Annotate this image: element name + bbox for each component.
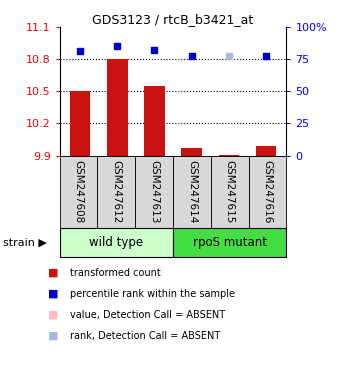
Text: transformed count: transformed count <box>70 268 161 278</box>
Bar <box>144 86 165 156</box>
Text: GSM247608: GSM247608 <box>74 161 84 223</box>
Bar <box>256 146 276 156</box>
Bar <box>60 156 98 228</box>
Text: rank, Detection Call = ABSENT: rank, Detection Call = ABSENT <box>70 331 220 341</box>
Point <box>115 43 120 49</box>
Bar <box>249 156 286 228</box>
Point <box>152 47 157 53</box>
Text: GSM247614: GSM247614 <box>187 160 197 224</box>
Bar <box>219 155 239 156</box>
Text: ■: ■ <box>48 289 58 299</box>
Bar <box>70 91 90 156</box>
Bar <box>173 228 286 257</box>
Bar <box>60 228 173 257</box>
Text: ■: ■ <box>48 310 58 320</box>
Point <box>226 53 232 60</box>
Bar <box>211 156 249 228</box>
Text: GSM247612: GSM247612 <box>112 160 121 224</box>
Title: GDS3123 / rtcB_b3421_at: GDS3123 / rtcB_b3421_at <box>92 13 254 26</box>
Bar <box>173 156 211 228</box>
Bar <box>98 156 135 228</box>
Point <box>263 53 269 59</box>
Bar <box>135 156 173 228</box>
Text: rpoS mutant: rpoS mutant <box>193 237 267 249</box>
Text: ■: ■ <box>48 331 58 341</box>
Text: GSM247615: GSM247615 <box>225 160 235 224</box>
Bar <box>107 59 128 156</box>
Text: ■: ■ <box>48 268 58 278</box>
Text: wild type: wild type <box>89 237 144 249</box>
Text: value, Detection Call = ABSENT: value, Detection Call = ABSENT <box>70 310 225 320</box>
Bar <box>181 148 202 156</box>
Point <box>189 53 194 59</box>
Text: percentile rank within the sample: percentile rank within the sample <box>70 289 235 299</box>
Point <box>77 48 83 54</box>
Text: GSM247616: GSM247616 <box>263 160 272 224</box>
Text: strain ▶: strain ▶ <box>3 238 47 248</box>
Text: GSM247613: GSM247613 <box>149 160 159 224</box>
